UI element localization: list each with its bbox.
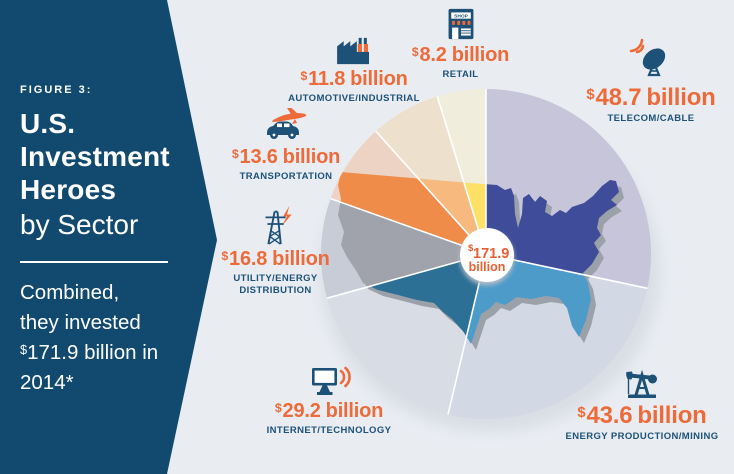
label-energy: $43.6 billion ENERGY PRODUCTION/MINING [548,360,734,444]
sidebar-banner: FIGURE 3: U.S. Investment Heroes by Sect… [0,0,217,474]
amount-automotive: $11.8 billion [300,68,408,90]
desc-line-3: $171.9 billion in [20,340,159,364]
sector-name-energy: ENERGY PRODUCTION/MINING [565,431,719,443]
slice-boundary-utility [326,253,487,299]
sidebar-title: U.S. Investment Heroes [20,108,217,206]
oil-pumpjack-icon [622,360,662,400]
center-total-badge [460,228,514,282]
label-utility: $16.8 billion UTILITY/ENERGY DISTRIBUTION [203,204,348,298]
sidebar-description: Combined, they invested $171.9 billion i… [20,278,217,398]
slice-boundary-automotive [375,130,487,255]
title-line-2: Investment [20,140,170,172]
desc-line-1: Combined, [20,280,120,304]
amount-internet: $29.2 billion [274,400,384,422]
label-automotive: $11.8 billion AUTOMOTIVE/INDUSTRIAL [270,36,438,105]
desc-line-2: they invested [20,310,141,334]
satellite-dish-icon [628,36,674,82]
title-line-1: U.S. [20,108,76,139]
label-transportation: $13.6 billion TRANSPORTATION [212,106,360,183]
amount-utility: $16.8 billion [221,248,330,270]
sector-name-transportation: TRANSPORTATION [239,171,333,182]
label-retail: SHOP $8.2 billion RETAIL [398,6,523,81]
slice-separator-lines [326,89,648,415]
divider-rule [20,260,168,263]
car-and-plane-icon [261,106,311,144]
label-internet: $29.2 billion INTERNET/TECHNOLOGY [250,364,408,437]
pie-slice-transportation [338,172,486,254]
amount-energy: $43.6 billion [577,402,707,429]
computer-monitor-icon [306,364,352,398]
sector-name-telecom: TELECOM/CABLE [607,113,695,125]
sector-name-retail: RETAIL [442,69,479,80]
center-total-number: 171.9 [473,246,509,262]
slice-boundary-retail [436,96,487,255]
storefront-icon: SHOP [445,6,477,42]
center-total-unit: billion [469,260,506,274]
slice-boundary-transportation [330,197,487,255]
desc-line-4: 2014* [20,370,74,394]
sector-name-internet: INTERNET/TECHNOLOGY [266,425,392,436]
factory-icon [333,36,375,66]
amount-transportation: $13.6 billion [231,146,341,168]
title-line-3: Heroes [20,173,117,205]
sector-name-automotive: AUTOMOTIVE/INDUSTRIAL [288,93,420,104]
amount-telecom: $48.7 billion [586,84,716,111]
shop-sign-text: SHOP [454,13,469,19]
pie-slice-utility [338,198,486,299]
sector-name-utility: UTILITY/ENERGY DISTRIBUTION [233,273,318,297]
label-telecom: $48.7 billion TELECOM/CABLE [572,36,730,126]
center-total-currency: $ [468,243,474,254]
transmission-tower-icon [256,204,296,246]
amount-retail: $8.2 billion [411,44,510,66]
figure-label: FIGURE 3: [20,84,93,96]
sidebar-subtitle: by Sector [20,209,139,241]
